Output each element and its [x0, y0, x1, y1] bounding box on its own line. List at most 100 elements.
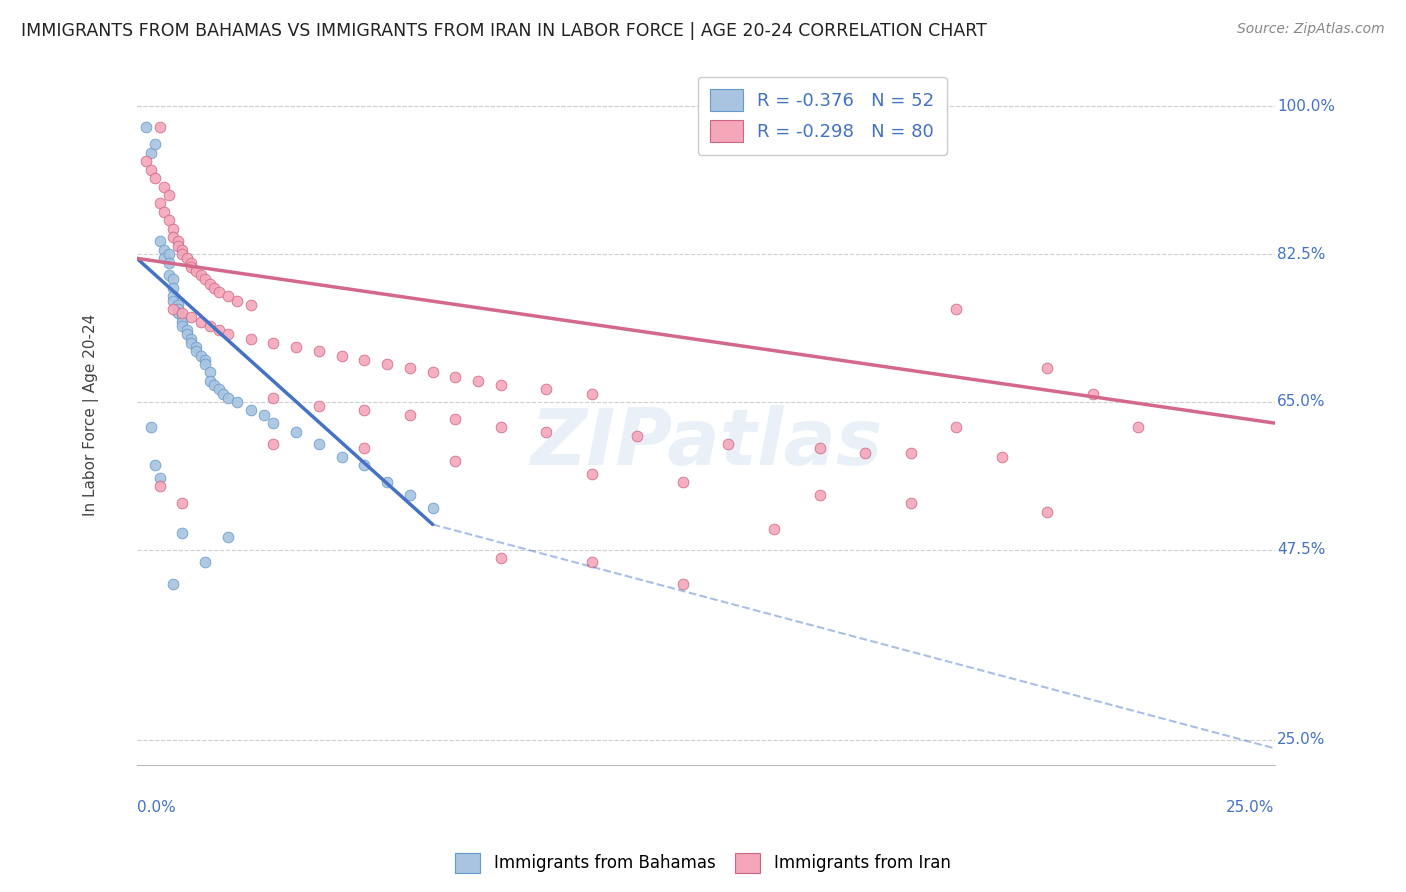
Text: 25.0%: 25.0% — [1277, 732, 1326, 747]
Point — [853, 445, 876, 459]
Text: In Labor Force | Age 20-24: In Labor Force | Age 20-24 — [83, 313, 100, 516]
Point — [143, 458, 166, 473]
Point — [157, 188, 180, 202]
Point — [672, 475, 695, 490]
Point — [399, 361, 422, 376]
Point — [262, 391, 284, 405]
Point — [308, 399, 330, 413]
Point — [172, 247, 194, 261]
Point — [808, 488, 831, 502]
Point — [157, 213, 180, 227]
Point — [180, 332, 202, 346]
Point — [172, 315, 194, 329]
Point — [162, 272, 184, 286]
Text: 82.5%: 82.5% — [1277, 246, 1326, 261]
Text: 0.0%: 0.0% — [136, 800, 176, 815]
Point — [444, 369, 467, 384]
Text: 47.5%: 47.5% — [1277, 542, 1326, 558]
Point — [208, 285, 231, 300]
Point — [467, 374, 489, 388]
Point — [180, 260, 202, 274]
Point — [149, 120, 172, 135]
Point — [172, 306, 194, 320]
Point — [153, 252, 176, 266]
Point — [180, 310, 202, 325]
Point — [1036, 361, 1059, 376]
Point — [162, 576, 184, 591]
Point — [422, 500, 444, 515]
Point — [194, 352, 217, 367]
Point — [172, 525, 194, 540]
Point — [157, 255, 180, 269]
Point — [1036, 505, 1059, 519]
Point — [330, 349, 353, 363]
Point — [166, 306, 188, 320]
Point — [162, 301, 184, 316]
Point — [422, 365, 444, 379]
Point — [143, 137, 166, 152]
Point — [149, 235, 172, 249]
Point — [162, 293, 184, 308]
Point — [489, 551, 512, 566]
Point — [217, 327, 239, 342]
Point — [153, 179, 176, 194]
Point — [202, 281, 225, 295]
Point — [149, 471, 172, 485]
Point — [208, 382, 231, 396]
Point — [489, 378, 512, 392]
Point — [184, 344, 207, 359]
Point — [162, 230, 184, 244]
Point — [172, 243, 194, 257]
Point — [135, 120, 157, 135]
Point — [166, 298, 188, 312]
Point — [226, 293, 249, 308]
Point — [162, 281, 184, 295]
Point — [489, 420, 512, 434]
Point — [990, 450, 1012, 464]
Point — [375, 475, 398, 490]
Text: IMMIGRANTS FROM BAHAMAS VS IMMIGRANTS FROM IRAN IN LABOR FORCE | AGE 20-24 CORRE: IMMIGRANTS FROM BAHAMAS VS IMMIGRANTS FR… — [21, 22, 987, 40]
Point — [1081, 386, 1104, 401]
Point — [1126, 420, 1149, 434]
Point — [162, 289, 184, 303]
Point — [162, 221, 184, 235]
Point — [308, 437, 330, 451]
Point — [176, 327, 198, 342]
Point — [353, 352, 375, 367]
Point — [194, 556, 217, 570]
Point — [353, 458, 375, 473]
Point — [217, 391, 239, 405]
Point — [239, 298, 262, 312]
Point — [945, 301, 967, 316]
Point — [149, 479, 172, 493]
Point — [194, 272, 217, 286]
Point — [945, 420, 967, 434]
Point — [581, 386, 603, 401]
Point — [153, 243, 176, 257]
Point — [900, 496, 922, 510]
Point — [217, 530, 239, 544]
Point — [717, 437, 740, 451]
Point — [308, 344, 330, 359]
Point — [172, 310, 194, 325]
Point — [180, 255, 202, 269]
Point — [190, 349, 212, 363]
Text: Source: ZipAtlas.com: Source: ZipAtlas.com — [1237, 22, 1385, 37]
Point — [190, 268, 212, 283]
Point — [626, 429, 648, 443]
Point — [330, 450, 353, 464]
Point — [180, 335, 202, 350]
Point — [285, 425, 308, 439]
Legend: Immigrants from Bahamas, Immigrants from Iran: Immigrants from Bahamas, Immigrants from… — [449, 847, 957, 880]
Point — [253, 408, 276, 422]
Point — [198, 365, 221, 379]
Point — [444, 412, 467, 426]
Point — [399, 408, 422, 422]
Point — [226, 395, 249, 409]
Point — [139, 420, 162, 434]
Point — [353, 403, 375, 417]
Legend: R = -0.376   N = 52, R = -0.298   N = 80: R = -0.376 N = 52, R = -0.298 N = 80 — [697, 77, 948, 155]
Point — [217, 289, 239, 303]
Point — [166, 235, 188, 249]
Point — [212, 386, 235, 401]
